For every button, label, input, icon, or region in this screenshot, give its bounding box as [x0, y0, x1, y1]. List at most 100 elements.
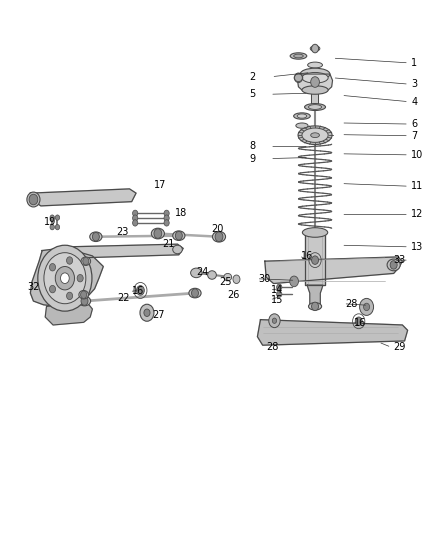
Circle shape: [60, 273, 69, 284]
Text: 3: 3: [411, 79, 417, 89]
Polygon shape: [45, 304, 92, 325]
Ellipse shape: [298, 126, 332, 144]
Circle shape: [38, 245, 92, 311]
Circle shape: [133, 210, 138, 216]
Text: 30: 30: [258, 274, 271, 284]
Ellipse shape: [304, 103, 325, 110]
Circle shape: [311, 44, 318, 53]
Circle shape: [50, 215, 54, 220]
Text: 16: 16: [301, 251, 313, 261]
Ellipse shape: [290, 53, 307, 59]
Text: 11: 11: [411, 181, 424, 191]
Text: 9: 9: [250, 154, 256, 164]
Circle shape: [77, 274, 83, 282]
Circle shape: [290, 276, 298, 287]
Text: 12: 12: [411, 209, 424, 220]
Polygon shape: [30, 189, 136, 206]
Bar: [312, 90, 318, 106]
Circle shape: [272, 318, 277, 324]
Ellipse shape: [297, 114, 307, 118]
Circle shape: [140, 304, 154, 321]
Text: 22: 22: [118, 293, 130, 303]
Ellipse shape: [79, 290, 88, 299]
Circle shape: [133, 220, 138, 226]
Circle shape: [164, 220, 169, 226]
Text: 7: 7: [411, 131, 417, 141]
Text: 4: 4: [411, 96, 417, 107]
Text: 26: 26: [228, 290, 240, 300]
Ellipse shape: [387, 259, 400, 271]
Circle shape: [50, 224, 54, 230]
Circle shape: [311, 256, 318, 264]
Circle shape: [55, 266, 74, 290]
Circle shape: [67, 292, 73, 300]
Text: 8: 8: [250, 141, 256, 151]
Text: 5: 5: [250, 89, 256, 99]
Text: 2: 2: [250, 72, 256, 82]
Ellipse shape: [308, 104, 321, 109]
Circle shape: [311, 77, 319, 87]
Text: 29: 29: [394, 342, 406, 352]
Polygon shape: [258, 320, 408, 345]
Text: 17: 17: [153, 180, 166, 190]
Ellipse shape: [307, 62, 322, 68]
Circle shape: [29, 194, 38, 205]
Circle shape: [175, 231, 182, 240]
Ellipse shape: [302, 72, 328, 83]
Circle shape: [67, 257, 73, 264]
Ellipse shape: [293, 54, 303, 58]
Circle shape: [55, 224, 60, 230]
Circle shape: [83, 257, 89, 265]
Circle shape: [390, 261, 397, 269]
Ellipse shape: [302, 128, 328, 142]
Ellipse shape: [27, 192, 40, 207]
Circle shape: [49, 285, 56, 293]
Circle shape: [133, 215, 138, 221]
Polygon shape: [305, 231, 325, 285]
Text: 10: 10: [411, 150, 424, 160]
Polygon shape: [297, 74, 332, 90]
Text: 13: 13: [411, 242, 424, 252]
Ellipse shape: [208, 271, 216, 279]
Ellipse shape: [310, 46, 320, 51]
Circle shape: [294, 73, 302, 83]
Text: 24: 24: [196, 267, 208, 277]
Circle shape: [360, 298, 374, 316]
Circle shape: [81, 291, 87, 298]
Circle shape: [81, 297, 88, 305]
Circle shape: [164, 210, 169, 216]
Circle shape: [144, 309, 150, 317]
Text: 19: 19: [43, 217, 56, 228]
Ellipse shape: [224, 273, 232, 281]
Text: 18: 18: [174, 208, 187, 218]
Polygon shape: [68, 244, 183, 258]
Text: 25: 25: [219, 278, 232, 287]
Text: 28: 28: [266, 342, 279, 352]
Circle shape: [277, 291, 282, 297]
Ellipse shape: [302, 228, 328, 237]
Text: 32: 32: [27, 282, 39, 292]
Text: 33: 33: [394, 255, 406, 265]
Ellipse shape: [293, 113, 310, 119]
Text: 27: 27: [152, 310, 165, 320]
Polygon shape: [30, 248, 103, 306]
Circle shape: [154, 229, 162, 238]
Polygon shape: [307, 285, 323, 306]
Circle shape: [233, 275, 240, 284]
Circle shape: [44, 253, 86, 304]
Circle shape: [191, 289, 198, 297]
Text: 16: 16: [354, 318, 367, 328]
Circle shape: [355, 317, 362, 326]
Ellipse shape: [296, 123, 308, 128]
Ellipse shape: [81, 257, 91, 265]
Polygon shape: [265, 257, 403, 284]
Circle shape: [364, 303, 370, 311]
Text: 28: 28: [346, 298, 358, 309]
Ellipse shape: [90, 232, 102, 241]
Ellipse shape: [151, 228, 164, 239]
Ellipse shape: [189, 288, 201, 298]
Text: 20: 20: [212, 224, 224, 235]
Circle shape: [92, 232, 99, 241]
Circle shape: [49, 263, 56, 271]
Circle shape: [137, 286, 145, 295]
